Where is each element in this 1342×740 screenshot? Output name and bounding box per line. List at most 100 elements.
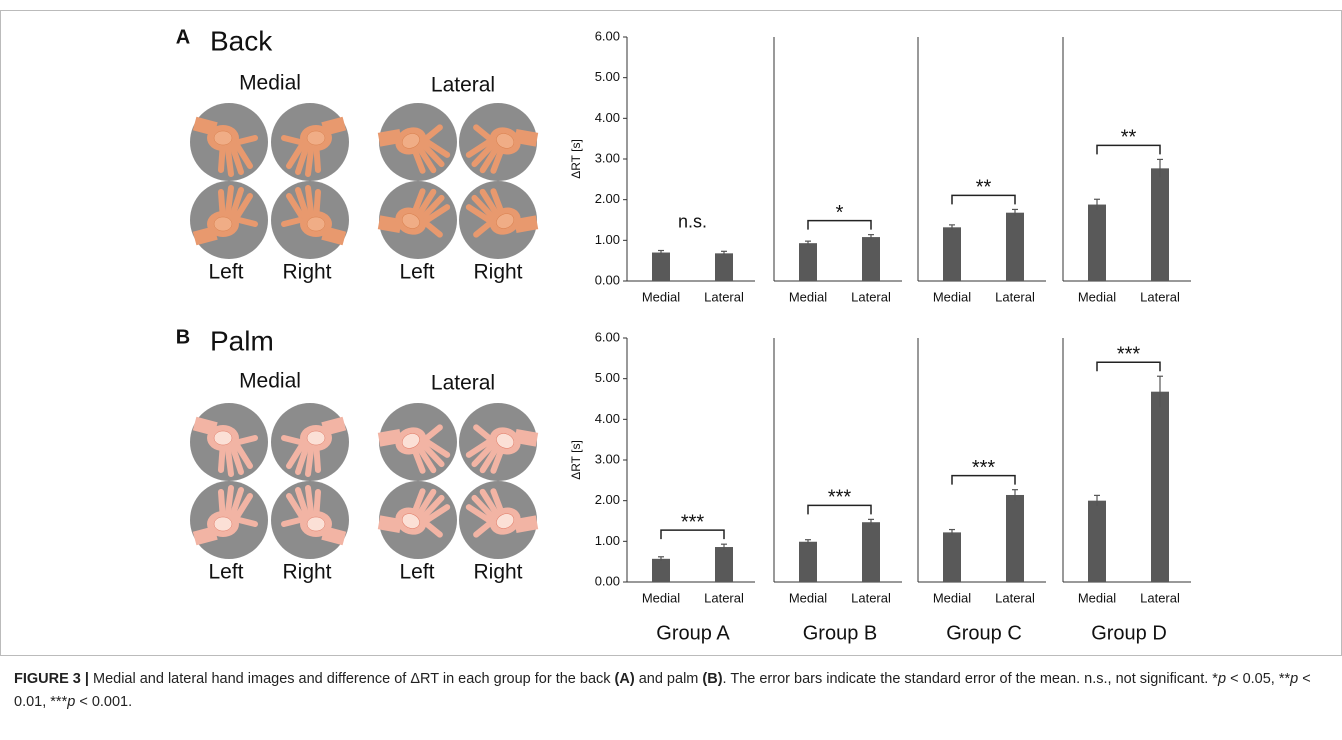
significance-label: ** <box>976 177 992 199</box>
group-label: Group D <box>1091 622 1167 644</box>
x-tick-label: Medial <box>642 289 680 304</box>
finger <box>239 138 255 142</box>
x-tick-label: Lateral <box>704 289 744 304</box>
finger <box>221 492 223 520</box>
finger <box>316 492 318 520</box>
palm-shade <box>307 431 325 445</box>
x-tick-label: Medial <box>789 289 827 304</box>
hand-image <box>375 476 457 559</box>
finger <box>221 142 223 170</box>
finger <box>284 438 300 442</box>
bar <box>1088 205 1106 281</box>
bar <box>1006 213 1024 281</box>
caption-text: < 0.001. <box>75 694 132 710</box>
y-tick-label: 2.00 <box>595 191 620 206</box>
y-tick-label: 1.00 <box>595 232 620 247</box>
significance-label: * <box>836 202 844 224</box>
caption-text: (B) <box>702 671 722 687</box>
significance-label: *** <box>828 487 852 509</box>
group-label: Group C <box>946 622 1022 644</box>
finger <box>284 220 300 224</box>
x-tick-label: Lateral <box>1140 590 1180 605</box>
bar <box>1006 495 1024 582</box>
hand-image <box>190 403 268 481</box>
bar-chart: Medial Lateral * <box>774 37 902 304</box>
palm-shade <box>307 217 325 231</box>
finger <box>316 192 318 220</box>
caption: FIGURE 3 | Medial and lateral hand image… <box>14 668 1314 714</box>
hand-image <box>190 181 268 259</box>
hand-label: Right <box>282 561 331 584</box>
y-tick-label: 4.00 <box>595 411 620 426</box>
x-tick-label: Medial <box>933 590 971 605</box>
caption-text: . The error bars indicate the standard e… <box>723 671 1218 687</box>
bar-chart: Medial Lateral *** <box>774 338 902 605</box>
bar <box>943 227 961 281</box>
figure-frame <box>1 11 1342 656</box>
x-tick-label: Lateral <box>995 289 1035 304</box>
hand-image <box>375 403 457 486</box>
x-tick-label: Lateral <box>1140 289 1180 304</box>
hand-image <box>459 403 541 486</box>
bar <box>862 522 880 582</box>
significance-label: n.s. <box>678 211 707 231</box>
caption-text: p <box>1218 671 1226 687</box>
hand-image <box>459 103 541 186</box>
bar <box>1151 392 1169 582</box>
bar-chart: Medial Lateral *** <box>918 338 1046 605</box>
hand-image <box>271 103 349 181</box>
palm-shade <box>307 517 325 531</box>
y-tick-label: 6.00 <box>595 329 620 344</box>
hand-label: Lateral <box>431 74 495 97</box>
hand-label: Medial <box>239 72 301 95</box>
hand-image <box>271 403 349 481</box>
y-axis-label: ΔRT [s] <box>569 440 583 480</box>
x-tick-label: Medial <box>1078 289 1116 304</box>
palm-shade <box>214 517 232 531</box>
bar <box>715 547 733 582</box>
finger <box>221 192 223 220</box>
hand-label: Left <box>208 561 243 584</box>
x-tick-label: Medial <box>642 590 680 605</box>
finger <box>239 520 255 524</box>
significance-label: *** <box>1117 344 1141 366</box>
finger <box>284 138 300 142</box>
hand-label: Right <box>473 261 522 284</box>
hand-image <box>459 176 541 259</box>
x-tick-label: Medial <box>1078 590 1116 605</box>
x-tick-label: Lateral <box>704 590 744 605</box>
finger <box>239 438 255 442</box>
x-tick-label: Medial <box>789 590 827 605</box>
significance-label: *** <box>972 457 996 479</box>
y-tick-label: 6.00 <box>595 28 620 43</box>
bar <box>715 253 733 281</box>
finger <box>221 442 223 470</box>
y-tick-label: 5.00 <box>595 370 620 385</box>
hand-label: Left <box>208 261 243 284</box>
group-label: Group B <box>803 622 877 644</box>
hand-label: Left <box>399 561 434 584</box>
x-tick-label: Lateral <box>995 590 1035 605</box>
x-tick-label: Medial <box>933 289 971 304</box>
y-tick-label: 3.00 <box>595 451 620 466</box>
y-tick-label: 2.00 <box>595 492 620 507</box>
panel-title: Back <box>210 25 273 56</box>
caption-label: FIGURE 3 | <box>14 671 93 687</box>
bar-chart: 0.001.002.003.004.005.006.00ΔRT [s]Media… <box>569 28 755 304</box>
group-label: Group A <box>656 622 730 644</box>
hand-image <box>190 481 268 559</box>
x-tick-label: Lateral <box>851 590 891 605</box>
y-tick-label: 3.00 <box>595 150 620 165</box>
x-tick-label: Lateral <box>851 289 891 304</box>
hand-image <box>459 476 541 559</box>
finger <box>284 520 300 524</box>
finger <box>239 220 255 224</box>
palm-shade <box>214 431 232 445</box>
palm-shade <box>307 131 325 145</box>
y-tick-label: 5.00 <box>595 69 620 84</box>
bar <box>652 559 670 582</box>
finger <box>316 142 318 170</box>
